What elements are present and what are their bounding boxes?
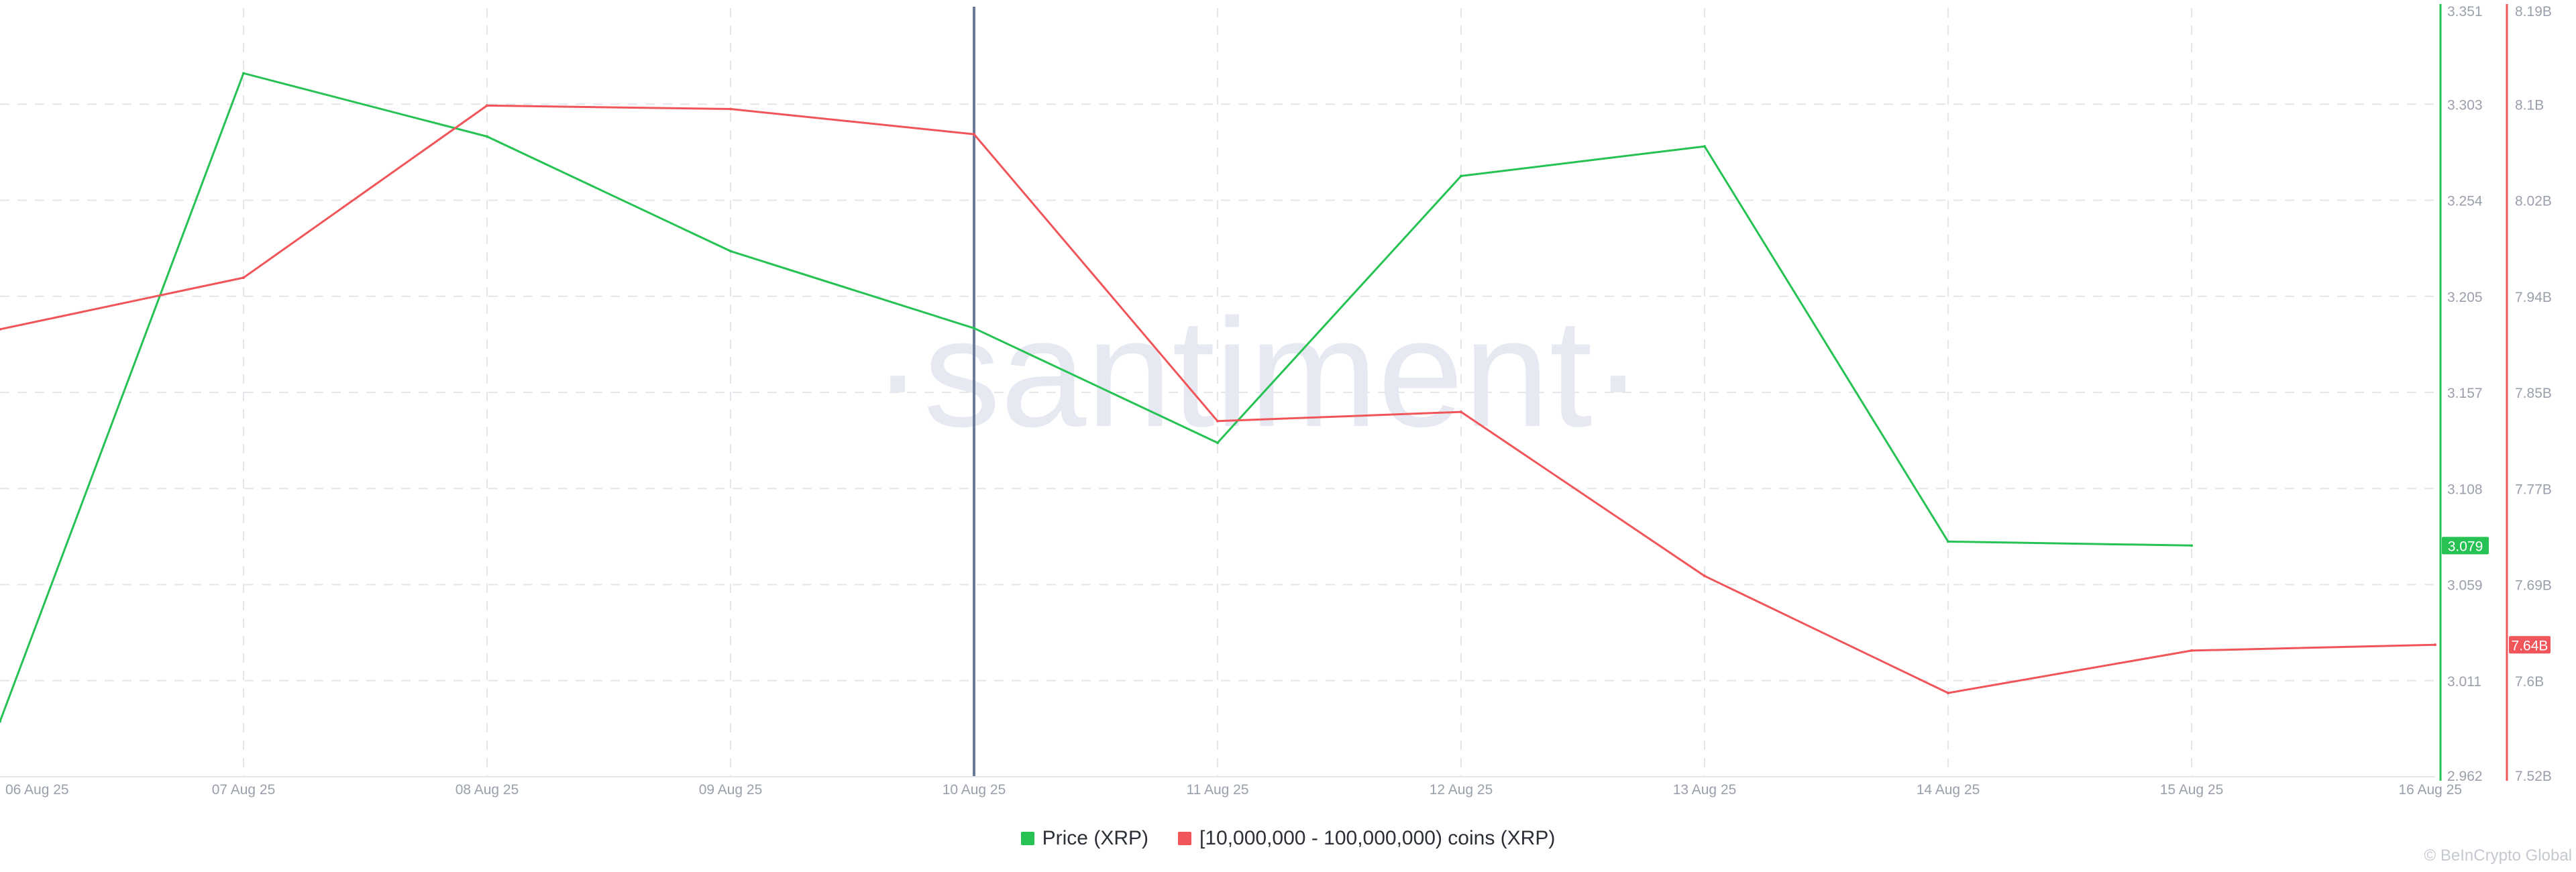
last-value-label-1: 7.64B xyxy=(2512,638,2548,653)
legend-item-price[interactable]: Price (XRP) xyxy=(1020,827,1148,850)
last-value-label-0: 3.079 xyxy=(2448,539,2483,554)
legend-item-holders[interactable]: [10,000,000 - 100,000,000) coins (XRP) xyxy=(1178,827,1555,850)
last-value-badge-0 xyxy=(2442,537,2489,555)
y-right-tick-label: 7.6B xyxy=(2515,674,2544,690)
x-tick-label: 12 Aug 25 xyxy=(1430,782,1493,798)
series-point-0 xyxy=(973,327,975,330)
price-swatch-icon xyxy=(1020,832,1034,845)
last-value-badges: 3.079 7.64B xyxy=(2442,537,2551,654)
series-point-1 xyxy=(1216,419,1219,423)
santiment-watermark: ·santiment· xyxy=(872,286,1644,459)
series-point-0 xyxy=(1460,174,1462,178)
series-point-1 xyxy=(2190,649,2193,652)
y-left-tick-label: 2.962 xyxy=(2447,769,2483,784)
legend: Price (XRP) [10,000,000 - 100,000,000) c… xyxy=(0,824,2576,853)
x-tick-label: 13 Aug 25 xyxy=(1673,782,1737,798)
series-point-1 xyxy=(1947,692,1949,695)
y-right-tick-label: 8.1B xyxy=(2515,97,2544,113)
series-point-1 xyxy=(242,276,245,279)
y-left-tick-label: 3.351 xyxy=(2447,4,2483,19)
y-left-tick-label: 3.011 xyxy=(2447,674,2481,690)
legend-price-label: Price (XRP) xyxy=(1042,827,1148,849)
y-left-tick-label: 3.205 xyxy=(2447,290,2483,305)
x-tick-label: 15 Aug 25 xyxy=(2160,782,2224,798)
x-tick-label: 16 Aug 25 xyxy=(2398,782,2462,798)
y-right-tick-label: 7.77B xyxy=(2515,482,2552,497)
series-point-0 xyxy=(1703,145,1706,148)
y-right-tick-label: 8.19B xyxy=(2515,4,2552,19)
y-right-tick-label: 7.69B xyxy=(2515,578,2552,594)
y-left-tick-label: 3.303 xyxy=(2447,97,2483,113)
tick-labels: 3.351 8.19B 3.303 8.1B 3.254 8.02B 3.205 7.94B 3… xyxy=(5,4,2552,798)
series-point-0 xyxy=(242,72,245,75)
holders-swatch-icon xyxy=(1178,832,1191,845)
series-point-0 xyxy=(0,720,1,723)
series-point-0 xyxy=(2190,544,2193,547)
series-point-0 xyxy=(486,135,488,138)
y-left-tick-label: 3.108 xyxy=(2447,482,2483,497)
series-layer xyxy=(0,72,2436,723)
axes xyxy=(0,4,2508,781)
x-tick-label: 08 Aug 25 xyxy=(455,782,519,798)
y-right-tick-label: 8.02B xyxy=(2515,194,2552,209)
y-left-tick-label: 3.157 xyxy=(2447,386,2483,401)
series-point-1 xyxy=(729,107,732,111)
series-point-1 xyxy=(2434,643,2436,647)
x-tick-label: 07 Aug 25 xyxy=(212,782,276,798)
y-left-tick-label: 3.254 xyxy=(2447,194,2483,209)
series-point-0 xyxy=(1947,540,1949,543)
credit-watermark: © BeInCrypto Global xyxy=(2424,847,2572,865)
x-tick-label: 11 Aug 25 xyxy=(1186,782,1248,798)
legend-holders-label: [10,000,000 - 100,000,000) coins (XRP) xyxy=(1199,827,1556,849)
x-tick-label: 10 Aug 25 xyxy=(943,782,1006,798)
y-right-tick-label: 7.94B xyxy=(2515,290,2552,305)
series-point-1 xyxy=(486,104,488,107)
series-point-1 xyxy=(1460,411,1462,414)
x-tick-label: 06 Aug 25 xyxy=(5,782,69,798)
x-tick-label: 09 Aug 25 xyxy=(699,782,763,798)
y-right-tick-label: 7.85B xyxy=(2515,386,2552,401)
series-point-1 xyxy=(1703,574,1706,578)
series-point-0 xyxy=(729,250,732,253)
series-point-0 xyxy=(1216,441,1219,445)
last-value-badge-1 xyxy=(2509,636,2551,654)
series-point-1 xyxy=(973,133,975,136)
series-point-1 xyxy=(0,327,1,331)
series-line-0 xyxy=(0,72,2192,722)
x-tick-label: 14 Aug 25 xyxy=(1917,782,1980,798)
y-right-tick-label: 7.52B xyxy=(2515,769,2552,784)
y-left-tick-label: 3.059 xyxy=(2447,578,2483,594)
